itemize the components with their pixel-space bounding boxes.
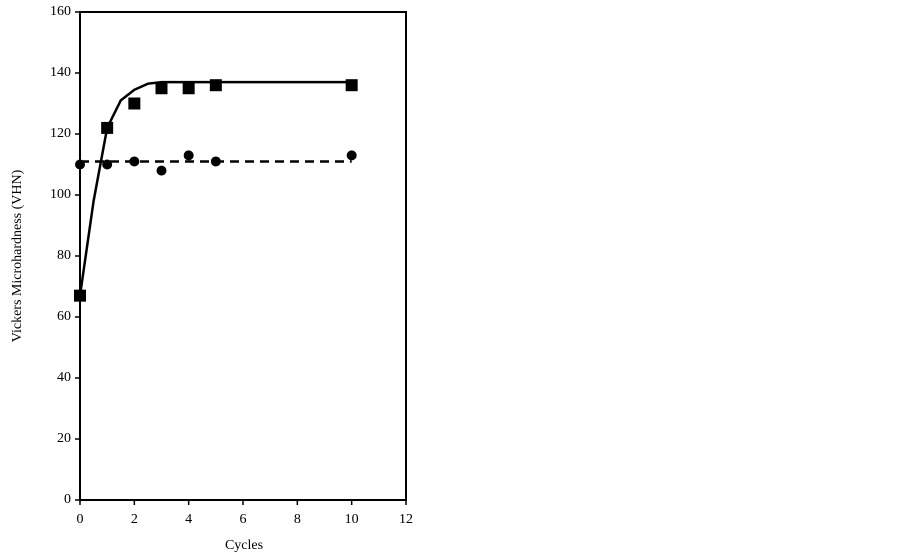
y-tick-label: 120 [50, 126, 71, 141]
square-marker [345, 79, 358, 92]
x-tick-label: 10 [345, 512, 359, 527]
y-tick-label: 140 [50, 65, 71, 80]
square-marker [128, 97, 141, 110]
square-marker [101, 121, 114, 134]
circle-marker [102, 159, 113, 170]
circle-marker [156, 165, 167, 176]
x-tick-label: 12 [399, 512, 413, 527]
x-tick-label: 2 [131, 512, 138, 527]
square-marker [74, 289, 86, 302]
square-marker [209, 79, 222, 92]
y-tick-label: 100 [50, 187, 71, 202]
circle-marker [346, 150, 357, 161]
square-marker [182, 82, 195, 95]
circle-marker [75, 159, 85, 170]
square-marker [155, 82, 168, 95]
circle-marker [210, 156, 221, 167]
y-axis-title: Vickers Microhardness (VHN) [10, 169, 25, 342]
x-tick-label: 0 [77, 512, 84, 527]
x-tick-label: 4 [185, 512, 192, 527]
circle-marker [129, 156, 140, 167]
x-tick-label: 8 [294, 512, 301, 527]
y-tick-label: 160 [50, 4, 71, 19]
x-axis-title: Cycles [225, 538, 263, 553]
x-tick-label: 6 [240, 512, 247, 527]
y-tick-label: 0 [64, 492, 71, 507]
y-tick-label: 40 [57, 370, 71, 385]
circle-marker [183, 150, 194, 161]
fit-line [78, 80, 352, 296]
y-tick-label: 20 [57, 431, 71, 446]
y-tick-label: 60 [57, 309, 71, 324]
y-tick-label: 80 [57, 248, 71, 263]
